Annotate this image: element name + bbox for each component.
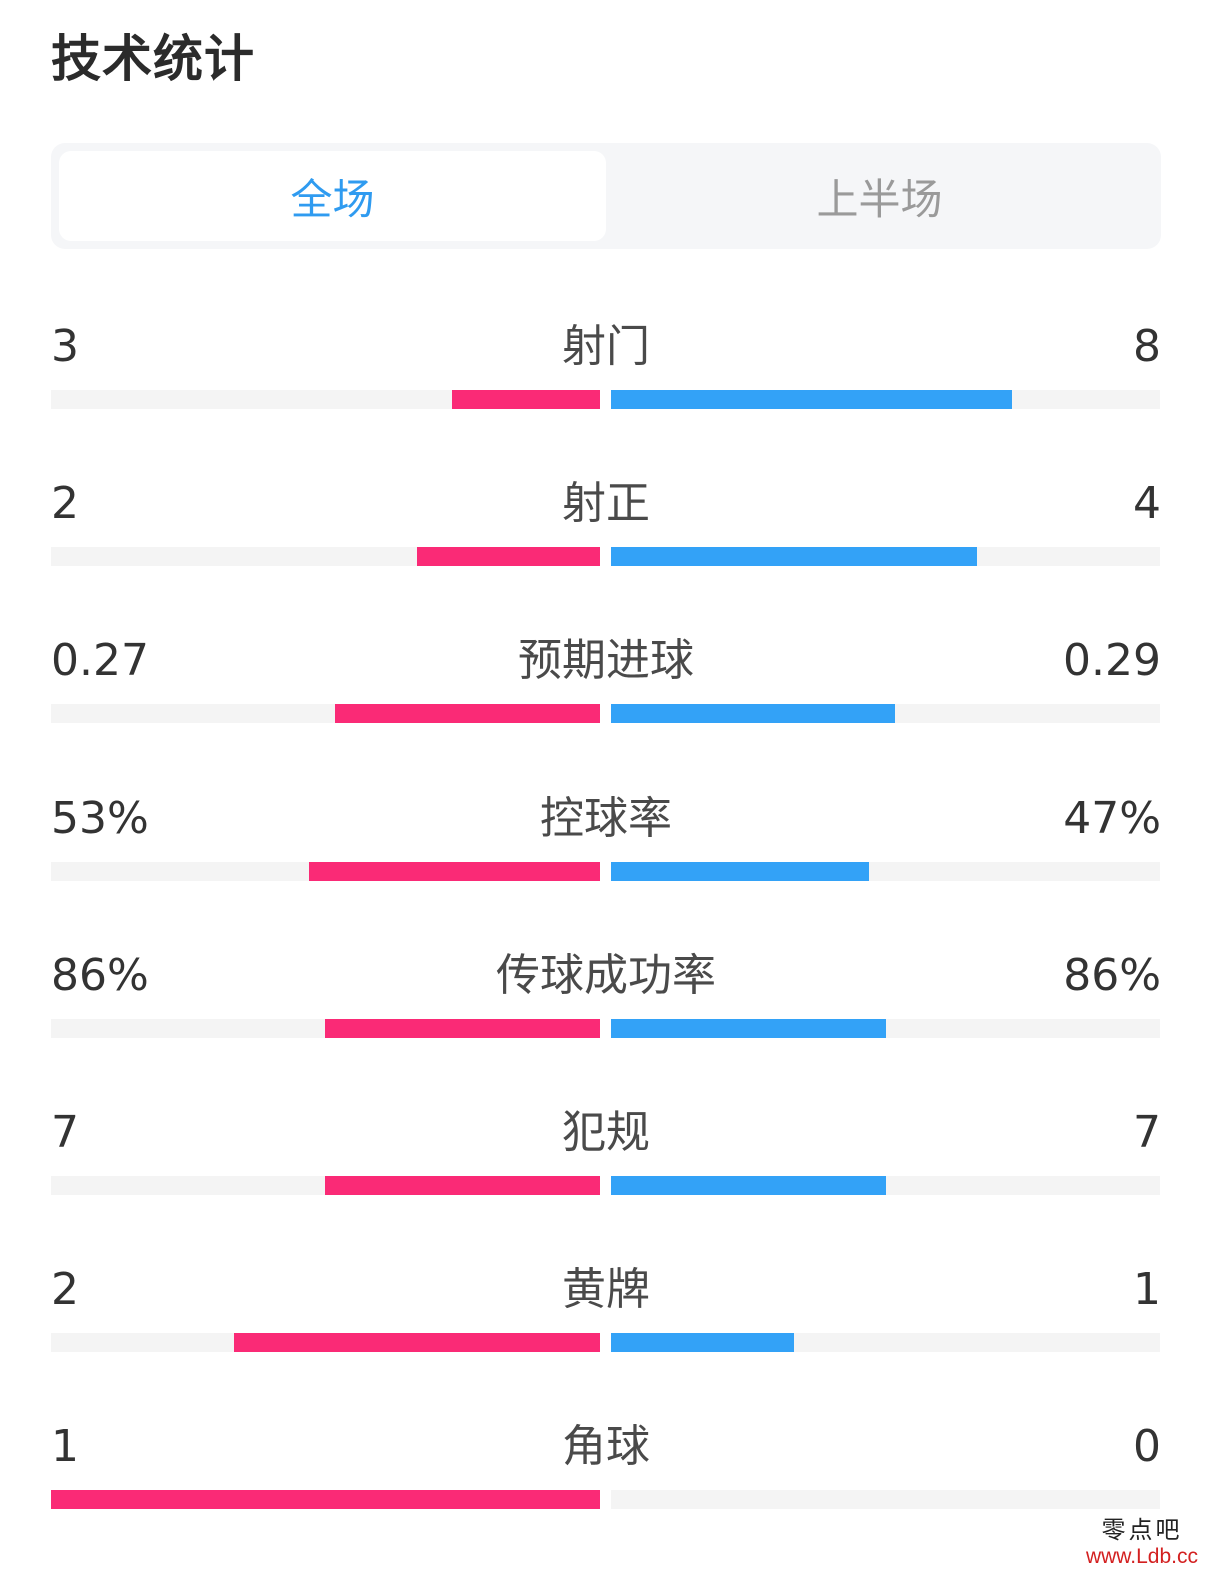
stat-away-value: 0 xyxy=(1133,1421,1161,1472)
away-bar-track xyxy=(611,547,1160,566)
home-bar-track xyxy=(51,1019,600,1038)
away-bar-fill xyxy=(611,862,869,881)
home-bar-track xyxy=(51,1176,600,1195)
home-bar-fill xyxy=(335,704,600,723)
stat-away-value: 47% xyxy=(1063,793,1161,844)
home-bar-fill xyxy=(452,390,600,409)
stat-row: 7 犯规 7 xyxy=(51,1098,1161,1228)
stat-home-value: 3 xyxy=(51,321,79,372)
period-tabs: 全场 上半场 xyxy=(51,143,1161,249)
home-bar-fill xyxy=(51,1490,600,1509)
stat-away-value: 1 xyxy=(1133,1264,1161,1315)
watermark-text: 零点吧 xyxy=(1101,1516,1183,1545)
away-bar-track xyxy=(611,1490,1160,1509)
stat-label: 传球成功率 xyxy=(496,950,716,1001)
stat-home-value: 7 xyxy=(51,1107,79,1158)
stat-away-value: 86% xyxy=(1063,950,1161,1001)
home-bar-fill xyxy=(325,1176,600,1195)
away-bar-fill xyxy=(611,547,977,566)
away-bar-track xyxy=(611,704,1160,723)
away-bar-fill xyxy=(611,704,895,723)
stat-label: 预期进球 xyxy=(518,635,694,686)
stat-away-value: 8 xyxy=(1133,321,1161,372)
home-bar-track xyxy=(51,390,600,409)
tab-full-match[interactable]: 全场 xyxy=(59,151,606,241)
away-bar-track xyxy=(611,390,1160,409)
watermark: 零点吧 www.Ldb.cc xyxy=(1086,1517,1198,1569)
home-bar-track xyxy=(51,1333,600,1352)
stat-label: 射门 xyxy=(562,321,650,372)
away-bar-fill xyxy=(611,1019,886,1038)
home-bar-fill xyxy=(234,1333,600,1352)
stat-label: 控球率 xyxy=(540,793,672,844)
away-bar-track xyxy=(611,1333,1160,1352)
home-bar-track xyxy=(51,862,600,881)
stat-home-value: 86% xyxy=(51,950,149,1001)
stat-away-value: 0.29 xyxy=(1063,635,1161,686)
stat-row: 86% 传球成功率 86% xyxy=(51,941,1161,1071)
stat-row: 53% 控球率 47% xyxy=(51,784,1161,914)
stat-away-value: 7 xyxy=(1133,1107,1161,1158)
stat-row: 0.27 预期进球 0.29 xyxy=(51,626,1161,756)
away-bar-track xyxy=(611,1019,1160,1038)
away-bar-fill xyxy=(611,390,1012,409)
stat-away-value: 4 xyxy=(1133,478,1161,529)
stat-row: 1 角球 0 xyxy=(51,1412,1161,1542)
stat-home-value: 2 xyxy=(51,1264,79,1315)
away-bar-track xyxy=(611,1176,1160,1195)
home-bar-track xyxy=(51,1490,600,1509)
away-bar-fill xyxy=(611,1176,886,1195)
stat-label: 角球 xyxy=(562,1421,650,1472)
stat-home-value: 1 xyxy=(51,1421,79,1472)
stat-label: 犯规 xyxy=(562,1107,650,1158)
watermark-url: www.Ldb.cc xyxy=(1085,1544,1198,1568)
stat-home-value: 2 xyxy=(51,478,79,529)
stat-row: 3 射门 8 xyxy=(51,312,1161,442)
stat-home-value: 53% xyxy=(51,793,149,844)
home-bar-track xyxy=(51,547,600,566)
stat-row: 2 黄牌 1 xyxy=(51,1255,1161,1385)
home-bar-fill xyxy=(309,862,600,881)
home-bar-fill xyxy=(325,1019,600,1038)
away-bar-track xyxy=(611,862,1160,881)
home-bar-fill xyxy=(417,547,600,566)
stat-label: 黄牌 xyxy=(562,1264,650,1315)
stat-label: 射正 xyxy=(562,478,650,529)
page-title: 技术统计 xyxy=(51,30,255,88)
stat-row: 2 射正 4 xyxy=(51,469,1161,599)
away-bar-fill xyxy=(611,1333,794,1352)
tab-first-half[interactable]: 上半场 xyxy=(816,174,943,224)
home-bar-track xyxy=(51,704,600,723)
stat-home-value: 0.27 xyxy=(51,635,149,686)
